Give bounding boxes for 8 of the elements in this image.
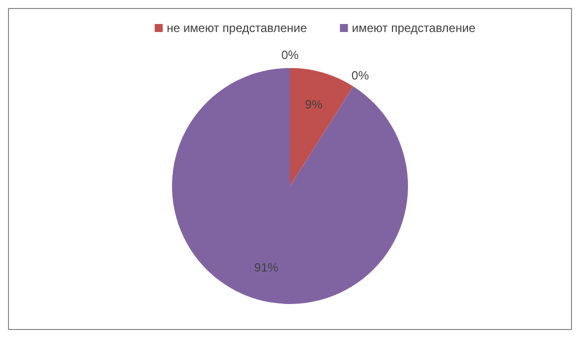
text: 0% — [281, 48, 299, 62]
pie-slice — [290, 68, 354, 186]
pie-slice — [172, 68, 408, 304]
legend-label: не имеют представление — [166, 21, 308, 35]
legend-label: имеют представление — [352, 21, 476, 35]
data-label: 9% — [305, 97, 323, 112]
text: 0% — [352, 68, 369, 82]
data-label: 91% — [254, 260, 279, 275]
